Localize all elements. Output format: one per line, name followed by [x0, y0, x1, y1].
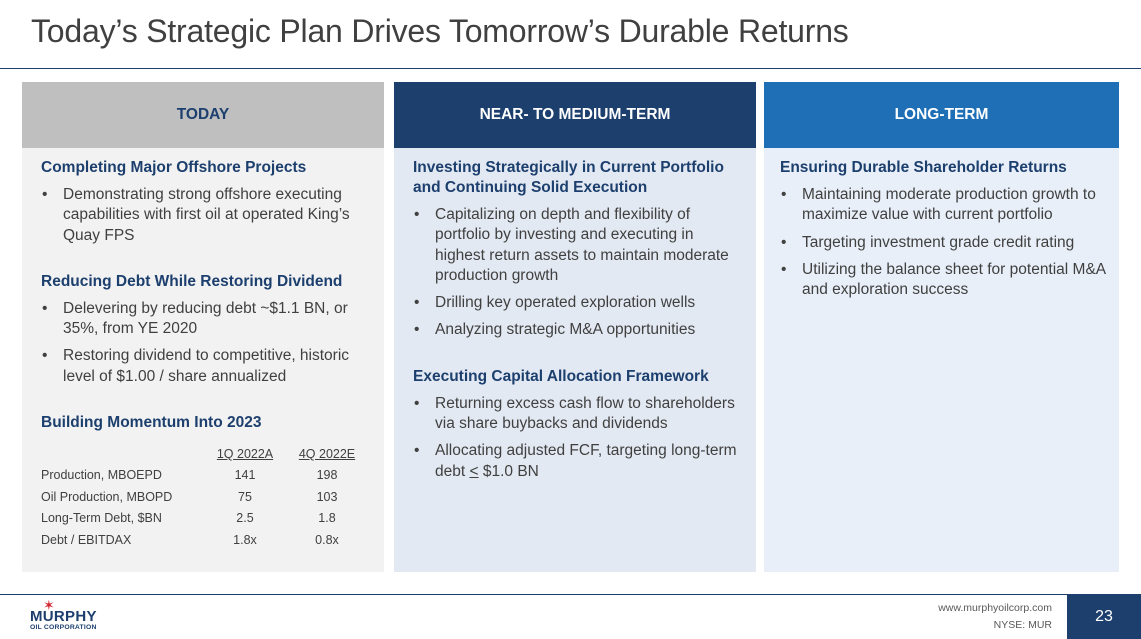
table-row: Production, MBOEPD 141 198: [41, 465, 369, 487]
title-divider: [0, 68, 1141, 69]
page-title: Today’s Strategic Plan Drives Tomorrow’s…: [31, 13, 849, 49]
section-heading: Reducing Debt While Restoring Dividend: [41, 272, 343, 290]
section-heading: Ensuring Durable Shareholder Returns: [780, 159, 1067, 176]
row-label: Oil Production, MBOPD: [41, 489, 173, 504]
column-today: TODAY Completing Major Offshore Projects…: [22, 82, 384, 572]
bullet-item: Returning excess cash flow to shareholde…: [413, 394, 746, 435]
row-value: 1.8x: [233, 532, 257, 547]
section-reducing-debt: Reducing Debt While Restoring Dividend D…: [41, 272, 374, 387]
footer-divider: [0, 594, 1141, 595]
bullet-item: Analyzing strategic M&A opportunities: [413, 320, 746, 341]
row-value: 103: [316, 489, 338, 504]
table-row: Long-Term Debt, $BN 2.5 1.8: [41, 508, 369, 530]
section-heading: Building Momentum Into 2023: [41, 414, 262, 432]
section-heading: Executing Capital Allocation Framework: [413, 367, 709, 385]
column-near-medium-term: NEAR- TO MEDIUM-TERM Investing Strategic…: [394, 82, 756, 572]
table-row: Oil Production, MBOPD 75 103: [41, 486, 369, 508]
metrics-table: 1Q 2022A 4Q 2022E Production, MBOEPD 141…: [41, 443, 369, 551]
bullet-item: Delevering by reducing debt ~$1.1 BN, or…: [41, 299, 374, 340]
metrics-col-header: 1Q 2022A: [216, 446, 274, 461]
row-value: 1.8: [318, 511, 336, 526]
row-label: Production, MBOEPD: [41, 468, 162, 483]
footer-url: www.murphyoilcorp.com: [938, 602, 1052, 614]
bullet-item: Utilizing the balance sheet for potentia…: [780, 260, 1109, 301]
column-header-long-term: LONG-TERM: [764, 82, 1119, 148]
bullet-item: Drilling key operated exploration wells: [413, 293, 746, 314]
row-label: Debt / EBITDAX: [41, 532, 132, 547]
bullet-item: Demonstrating strong offshore executing …: [41, 185, 374, 246]
section-capital-allocation: Executing Capital Allocation Framework R…: [413, 367, 746, 482]
logo-subtitle: OIL CORPORATION: [30, 624, 97, 631]
star-icon: ✶: [43, 597, 55, 613]
row-value: 198: [316, 468, 338, 483]
section-momentum: Building Momentum Into 2023 1Q 2022A 4Q …: [41, 413, 374, 551]
row-value: 75: [238, 489, 252, 504]
column-header-near-medium-term: NEAR- TO MEDIUM-TERM: [394, 82, 756, 148]
bullet-item: Maintaining moderate production growth t…: [780, 185, 1109, 226]
row-value: 141: [234, 468, 256, 483]
row-label: Long-Term Debt, $BN: [41, 511, 162, 526]
table-row: Debt / EBITDAX 1.8x 0.8x: [41, 529, 369, 551]
section-heading: Completing Major Offshore Projects: [41, 159, 307, 176]
column-long-term: LONG-TERM Ensuring Durable Shareholder R…: [764, 82, 1119, 572]
bullet-item: Restoring dividend to competitive, histo…: [41, 346, 374, 387]
column-header-today: TODAY: [22, 82, 384, 148]
metrics-header-row: 1Q 2022A 4Q 2022E: [41, 443, 369, 465]
metrics-col-header: 4Q 2022E: [298, 446, 356, 461]
section-investing-strategically: Investing Strategically in Current Portf…: [413, 158, 746, 341]
section-offshore-projects: Completing Major Offshore Projects Demon…: [41, 158, 374, 246]
murphy-logo: ✶ MURPHY OIL CORPORATION: [26, 598, 110, 636]
row-value: 0.8x: [315, 532, 339, 547]
section-heading: Investing Strategically in Current Portf…: [413, 159, 724, 196]
footer-ticker: NYSE: MUR: [993, 619, 1052, 631]
bullet-item: Targeting investment grade credit rating: [780, 233, 1109, 254]
page-number: 23: [1067, 595, 1141, 639]
logo-name: MURPHY: [30, 608, 97, 625]
bullet-item: Allocating adjusted FCF, targeting long-…: [413, 441, 746, 482]
row-value: 2.5: [236, 511, 254, 526]
section-durable-returns: Ensuring Durable Shareholder Returns Mai…: [780, 158, 1109, 300]
bullet-item: Capitalizing on depth and flexibility of…: [413, 205, 746, 286]
